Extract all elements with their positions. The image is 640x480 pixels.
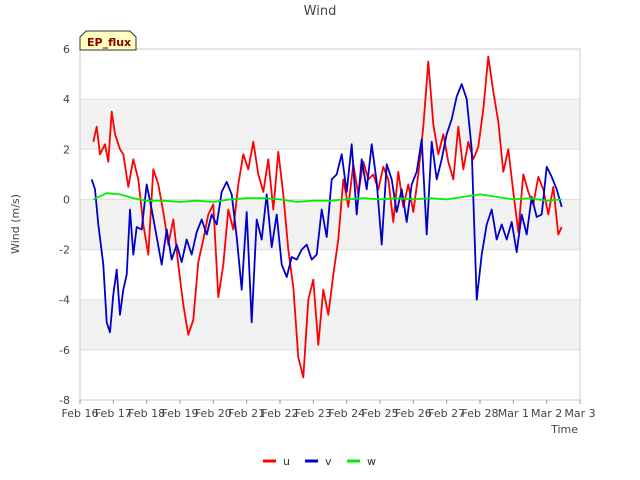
x-tick-label: Feb 22 <box>262 407 299 420</box>
chart-title: Wind <box>304 4 337 19</box>
x-tick-label: Feb 16 <box>62 407 99 420</box>
x-tick-label: Mar 3 <box>564 407 595 420</box>
legend: u v w <box>263 455 376 468</box>
y-tick-label: 4 <box>63 93 70 106</box>
x-tick-label: Mar 1 <box>498 407 529 420</box>
x-tick-label: Feb 23 <box>295 407 332 420</box>
series-line-u <box>92 55 563 379</box>
y-tick-label: -8 <box>59 394 70 407</box>
y-axis-title: Wind (m/s) <box>9 194 22 254</box>
x-tick-label: Feb 20 <box>195 407 232 420</box>
series-line-w <box>92 192 562 203</box>
legend-label-w: w <box>367 455 376 468</box>
badge-label: EP_flux <box>87 36 131 49</box>
x-tick-label: Feb 26 <box>395 407 432 420</box>
x-tick-label: Feb 28 <box>462 407 499 420</box>
x-tick-label: Feb 17 <box>95 407 132 420</box>
y-tick-label: -4 <box>59 294 70 307</box>
series-lines <box>90 55 563 379</box>
series-line-v <box>90 83 563 334</box>
plot-frame <box>79 48 581 401</box>
y-tick-label: 0 <box>63 193 70 206</box>
legend-label-u: u <box>283 455 290 468</box>
y-axis-ticks: -8 -6 -4 -2 0 2 4 6 <box>59 43 70 407</box>
x-tick-label: Feb 19 <box>162 407 199 420</box>
x-tick-label: Feb 25 <box>362 407 399 420</box>
x-axis-title: Time <box>550 423 578 436</box>
x-tick-label: Feb 21 <box>228 407 265 420</box>
ep-flux-badge: EP_flux <box>79 30 137 51</box>
y-tick-label: 6 <box>63 43 70 56</box>
y-tick-label: 2 <box>63 143 70 156</box>
x-tick-label: Feb 27 <box>428 407 465 420</box>
x-tick-label: Feb 24 <box>328 407 365 420</box>
background-band <box>80 99 580 150</box>
badge-shape <box>79 30 137 51</box>
x-tick-label: Mar 2 <box>531 407 562 420</box>
legend-label-v: v <box>325 455 332 468</box>
x-tick-label: Feb 18 <box>128 407 165 420</box>
y-tick-label: -6 <box>59 344 70 357</box>
y-tick-label: -2 <box>59 244 70 257</box>
